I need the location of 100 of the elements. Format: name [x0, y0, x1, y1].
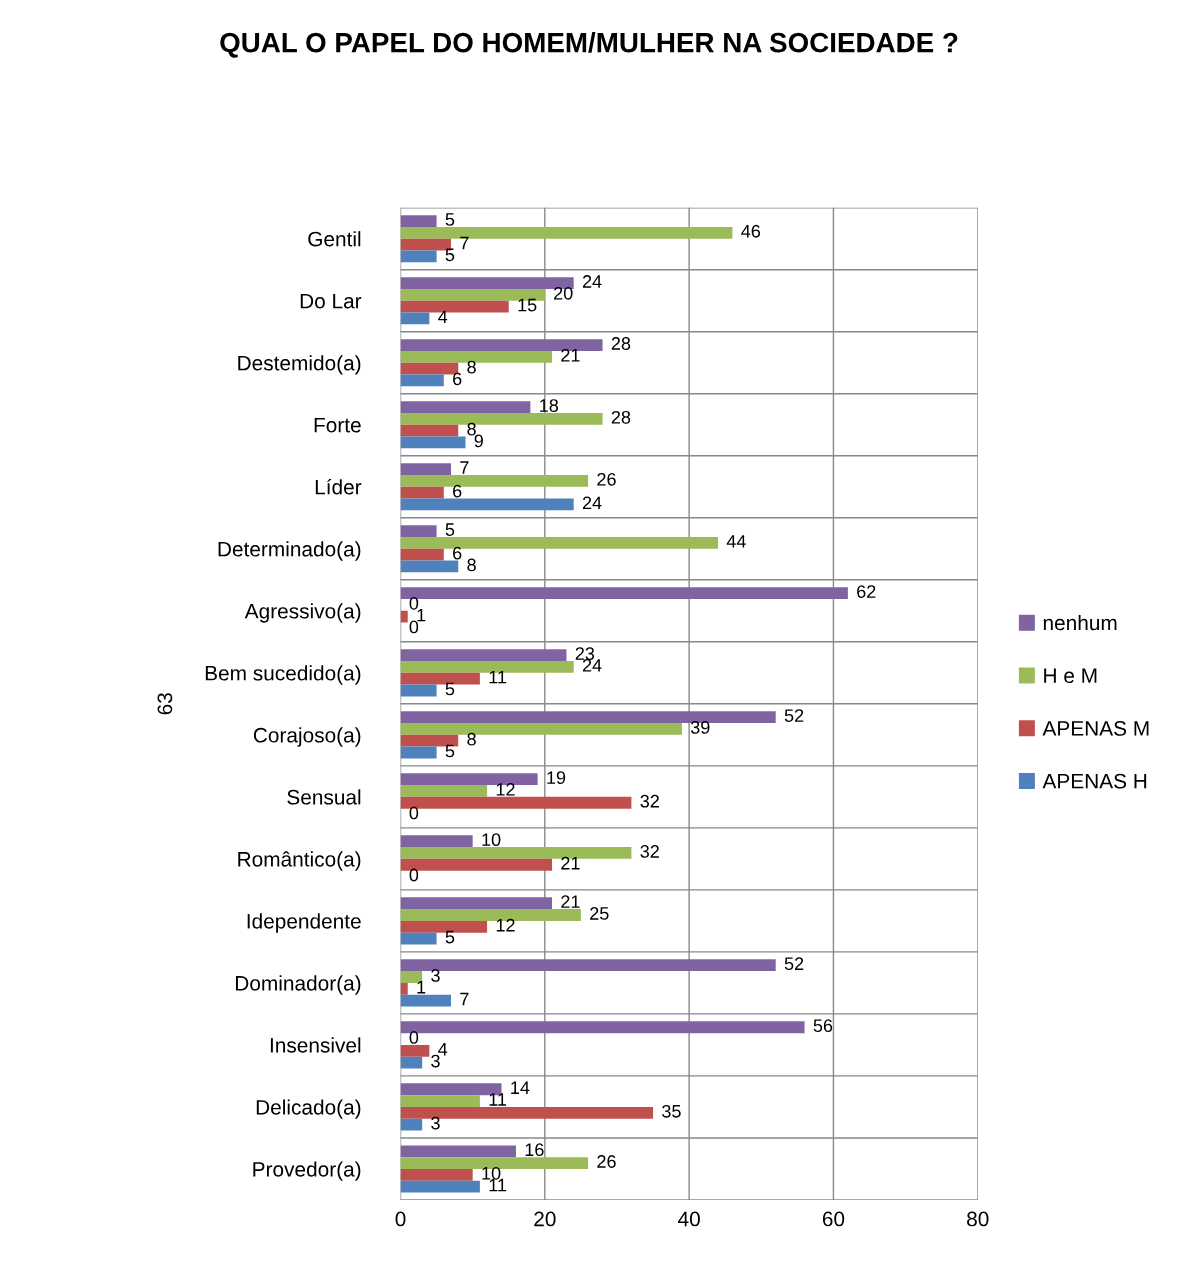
data-label: 6 [453, 372, 462, 386]
data-label: 10 [482, 1166, 501, 1180]
data-label: 7 [460, 236, 469, 250]
data-label: 15 [518, 298, 537, 312]
data-label: 62 [857, 585, 876, 598]
legend-label: nenhum [1043, 614, 1117, 631]
bar [400, 684, 437, 697]
bar [400, 661, 574, 673]
data-label: 28 [611, 337, 631, 350]
y-tick-label: Corajoso(a) [253, 727, 361, 747]
data-label: 32 [640, 845, 659, 858]
data-label: 0 [409, 596, 419, 610]
y-tick-label: Gentil [308, 231, 361, 247]
data-label: 26 [597, 472, 616, 486]
x-tick-label: 60 [822, 1211, 845, 1227]
bar [400, 374, 444, 387]
data-label: 21 [561, 856, 580, 870]
data-label: 8 [467, 422, 476, 436]
data-label: 5 [445, 213, 455, 226]
data-label: 5 [445, 248, 455, 262]
bar [400, 1145, 516, 1158]
data-label: 1 [417, 981, 426, 994]
bar [400, 994, 452, 1007]
bar [400, 498, 574, 511]
data-label: 0 [409, 620, 419, 634]
bar [400, 560, 459, 573]
data-label: 11 [489, 670, 507, 684]
data-label: 3 [431, 1054, 440, 1068]
y-tick-label: Agressivo(a) [244, 603, 361, 623]
data-label: 9 [474, 434, 483, 448]
bar [400, 401, 531, 413]
bar [400, 1157, 589, 1169]
bar [400, 971, 423, 983]
y-tick-label: Líder [315, 478, 362, 495]
data-label: 3 [431, 969, 440, 982]
data-label: 8 [467, 360, 476, 374]
x-tick-label: 80 [967, 1211, 989, 1227]
x-tick-label: 20 [534, 1211, 556, 1227]
bar [400, 424, 459, 437]
legend-label: H e M [1044, 668, 1097, 684]
y-tick-label: Delicado(a) [256, 1099, 361, 1119]
bar [400, 312, 430, 325]
bar [400, 746, 437, 759]
y-tick-label: Romântico(a) [238, 851, 361, 871]
y-axis-title: 63 [157, 693, 173, 715]
data-label: 4 [438, 310, 448, 324]
y-tick-label: Bem sucedido(a) [205, 665, 361, 685]
y-tick-label: Forte [314, 417, 361, 433]
bar [400, 548, 444, 561]
bar [400, 277, 574, 289]
data-label: 21 [561, 348, 580, 362]
data-label: 7 [460, 461, 469, 474]
data-label: 21 [561, 895, 580, 908]
data-label: 25 [590, 907, 609, 920]
bar [400, 982, 408, 995]
bar [400, 436, 466, 449]
bar [400, 610, 408, 623]
bar [400, 1095, 480, 1107]
y-tick-label: Dominador(a) [235, 975, 361, 995]
data-label: 46 [741, 224, 761, 238]
data-label: 5 [445, 744, 455, 758]
y-tick-label: Idependente [247, 913, 361, 933]
x-tick-label: 0 [395, 1211, 406, 1227]
bar [400, 339, 603, 351]
bar [400, 649, 567, 662]
y-tick-label: Insensivel [270, 1037, 361, 1053]
legend-label: APENAS M [1042, 721, 1149, 736]
data-label: 12 [496, 783, 515, 796]
data-label: 35 [662, 1104, 681, 1118]
data-label: 0 [409, 1031, 419, 1044]
bar [400, 932, 437, 945]
data-label: 8 [467, 558, 476, 572]
data-label: 52 [784, 709, 804, 722]
data-label: 1 [417, 608, 426, 622]
chart-title: QUAL O PAPEL DO HOMEM/MULHER NA SOCIEDADE ? [220, 32, 958, 58]
data-label: 32 [640, 794, 659, 808]
data-label: 52 [784, 957, 804, 971]
bar [400, 785, 488, 797]
data-label: 28 [611, 410, 631, 424]
data-label: 12 [496, 918, 515, 932]
bar [400, 525, 437, 537]
data-label: 18 [540, 399, 559, 412]
data-label: 6 [453, 484, 462, 498]
data-label: 4 [438, 1043, 448, 1056]
data-label: 44 [726, 535, 746, 548]
y-tick-label: Destemido(a) [238, 355, 361, 375]
legend-label: APENAS H [1042, 773, 1147, 789]
bar [400, 215, 437, 227]
bar [400, 897, 553, 910]
y-tick-label: Do Lar [300, 293, 362, 309]
data-label: 0 [409, 868, 419, 882]
x-tick-label: 40 [678, 1211, 700, 1227]
data-label: 5 [445, 682, 455, 696]
data-label: 0 [409, 806, 419, 820]
data-label: 11 [489, 1178, 507, 1192]
data-label: 5 [445, 523, 455, 536]
data-label: 16 [525, 1143, 544, 1157]
bar [400, 1168, 473, 1181]
data-label: 5 [445, 930, 455, 944]
data-label: 7 [460, 992, 469, 1006]
